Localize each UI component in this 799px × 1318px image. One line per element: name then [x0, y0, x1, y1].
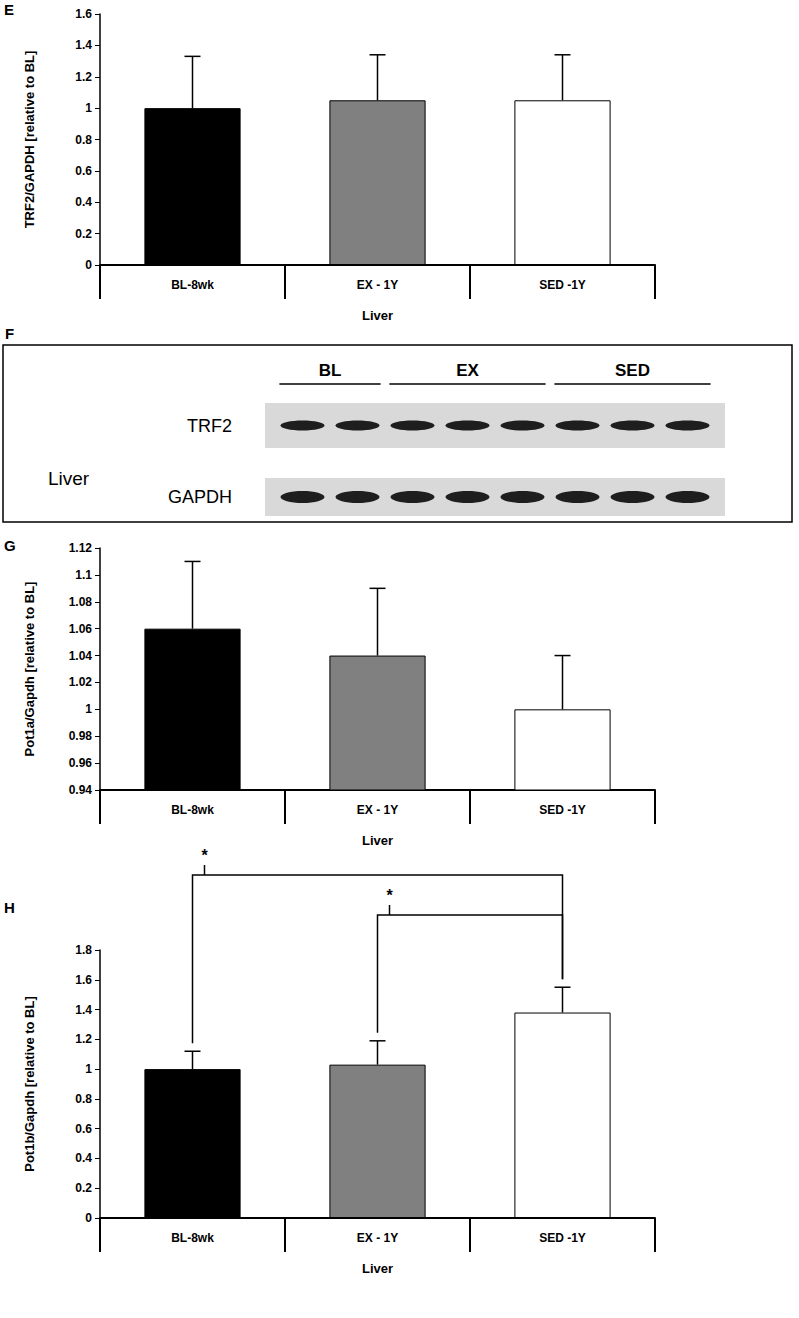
svg-text:*: * — [386, 887, 393, 904]
svg-text:EX - 1Y: EX - 1Y — [357, 803, 398, 817]
svg-text:BL-8wk: BL-8wk — [171, 803, 214, 817]
svg-text:Liver: Liver — [362, 308, 393, 323]
svg-text:1.4: 1.4 — [75, 1003, 92, 1017]
svg-text:TRF2/GAPDH [relative to BL]: TRF2/GAPDH [relative to BL] — [22, 51, 37, 229]
svg-text:SED -1Y: SED -1Y — [539, 803, 586, 817]
svg-text:0.96: 0.96 — [69, 756, 93, 770]
svg-text:Liver: Liver — [362, 833, 393, 848]
svg-text:1.1: 1.1 — [75, 568, 92, 582]
svg-text:EX - 1Y: EX - 1Y — [357, 1231, 398, 1245]
svg-text:TRF2: TRF2 — [187, 416, 232, 436]
svg-text:1.12: 1.12 — [69, 541, 93, 555]
svg-text:1.2: 1.2 — [75, 70, 92, 84]
svg-text:0: 0 — [85, 258, 92, 272]
svg-text:1.8: 1.8 — [75, 943, 92, 957]
svg-text:Liver: Liver — [362, 1261, 393, 1276]
svg-text:GAPDH: GAPDH — [168, 487, 232, 507]
svg-text:0.8: 0.8 — [75, 1092, 92, 1106]
svg-text:0.98: 0.98 — [69, 729, 93, 743]
svg-text:1: 1 — [85, 101, 92, 115]
svg-text:Pot1b/Gapdh [relative to BL]: Pot1b/Gapdh [relative to BL] — [22, 996, 37, 1172]
svg-text:*: * — [201, 847, 208, 864]
svg-text:1.06: 1.06 — [69, 622, 93, 636]
svg-text:Liver: Liver — [48, 468, 90, 489]
svg-text:G: G — [4, 537, 16, 554]
svg-text:1.6: 1.6 — [75, 7, 92, 21]
svg-text:0.8: 0.8 — [75, 133, 92, 147]
svg-text:1: 1 — [85, 1062, 92, 1076]
svg-text:BL: BL — [319, 361, 342, 380]
svg-text:0: 0 — [85, 1211, 92, 1225]
svg-text:1.4: 1.4 — [75, 38, 92, 52]
svg-text:0.2: 0.2 — [75, 1181, 92, 1195]
svg-text:EX: EX — [456, 361, 479, 380]
svg-text:SED -1Y: SED -1Y — [539, 1231, 586, 1245]
svg-text:F: F — [5, 325, 14, 342]
svg-text:E: E — [4, 1, 14, 18]
svg-text:0.4: 0.4 — [75, 195, 92, 209]
svg-text:SED: SED — [615, 361, 650, 380]
svg-text:0.6: 0.6 — [75, 164, 92, 178]
svg-text:1.02: 1.02 — [69, 675, 93, 689]
svg-text:BL-8wk: BL-8wk — [171, 1231, 214, 1245]
svg-text:1.04: 1.04 — [69, 649, 93, 663]
svg-text:Pot1a/Gapdh [relative to BL]: Pot1a/Gapdh [relative to BL] — [22, 582, 37, 757]
svg-text:0.4: 0.4 — [75, 1151, 92, 1165]
svg-text:1.6: 1.6 — [75, 973, 92, 987]
svg-text:0.94: 0.94 — [69, 783, 93, 797]
svg-text:0.2: 0.2 — [75, 227, 92, 241]
svg-text:1.2: 1.2 — [75, 1032, 92, 1046]
svg-text:BL-8wk: BL-8wk — [171, 278, 214, 292]
svg-text:H: H — [4, 899, 15, 916]
svg-text:1.08: 1.08 — [69, 595, 93, 609]
svg-text:SED -1Y: SED -1Y — [539, 278, 586, 292]
svg-text:0.6: 0.6 — [75, 1122, 92, 1136]
svg-text:1: 1 — [85, 702, 92, 716]
svg-text:EX - 1Y: EX - 1Y — [357, 278, 398, 292]
